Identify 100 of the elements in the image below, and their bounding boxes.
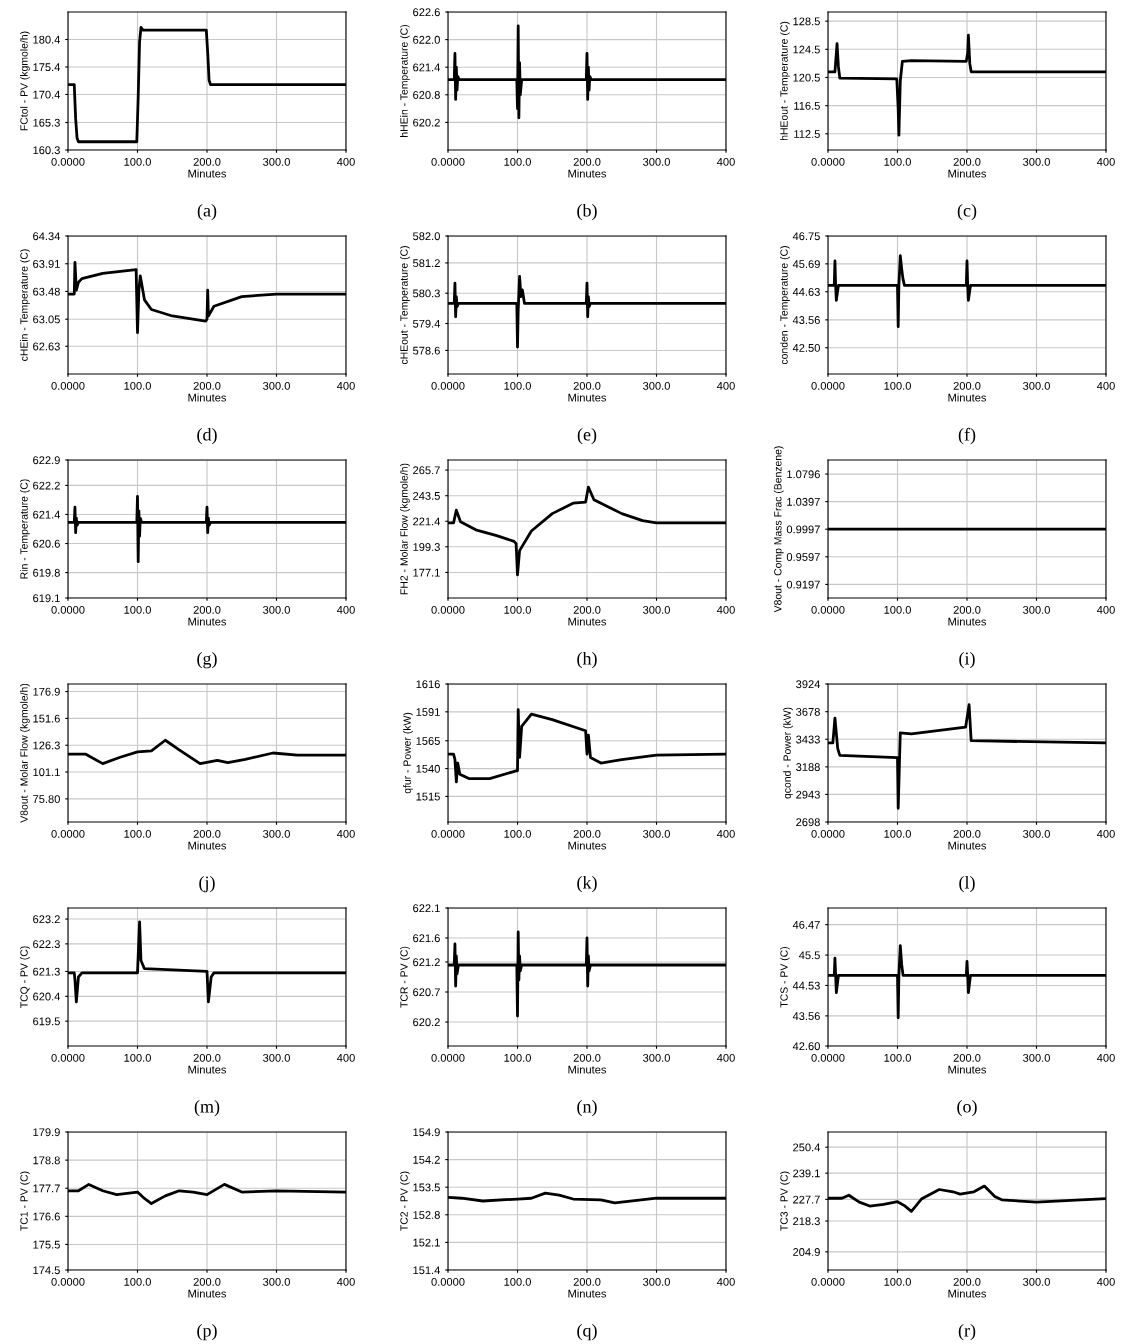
- y-tick-label: 1591: [416, 708, 440, 716]
- y-tick-label: 623.2: [33, 915, 60, 924]
- x-tick-label: 0.0000: [51, 829, 85, 838]
- y-tick-label: 1.0397: [787, 497, 820, 506]
- x-tick-label: 400: [1096, 829, 1115, 838]
- x-axis-title: Minutes: [188, 1065, 227, 1074]
- x-tick-label: 200.0: [953, 381, 981, 390]
- text: (b): [577, 203, 597, 221]
- x-tick-label: 0.0000: [811, 605, 845, 614]
- y-tick-label: 621.2: [413, 958, 440, 967]
- y-tick-label: 619.8: [33, 568, 60, 577]
- y-tick-label: 621.4: [413, 63, 441, 72]
- text: (k): [577, 875, 597, 893]
- x-tick-label: 100.0: [124, 1277, 151, 1286]
- y-tick-label: 176.9: [33, 687, 60, 696]
- x-axis-title: Minutes: [188, 1289, 227, 1298]
- text: (o): [957, 1099, 977, 1117]
- x-tick-label: 400: [336, 829, 355, 838]
- x-tick-label: 200.0: [953, 605, 981, 614]
- y-tick-label: 101.1: [33, 768, 60, 777]
- x-tick-label: 400: [336, 605, 355, 614]
- y-tick-label: 128.5: [793, 17, 820, 26]
- x-axis-title: Minutes: [948, 617, 987, 626]
- y-tick-label: 44.63: [792, 287, 820, 296]
- x-tick-label: 200.0: [193, 605, 221, 614]
- y-axis-title: conden - Temperature (C): [780, 246, 790, 365]
- x-tick-label: 300.0: [643, 1053, 670, 1062]
- x-axis-title: Minutes: [188, 841, 227, 850]
- y-tick-label: 160.3: [33, 146, 60, 155]
- x-axis-title: Minutes: [948, 169, 987, 178]
- y-tick-label: 63.05: [33, 315, 60, 324]
- y-tick-label: 622.3: [33, 940, 60, 949]
- y-tick-label: 619.1: [33, 594, 60, 603]
- y-tick-label: 154.2: [413, 1155, 440, 1164]
- y-tick-label: 120.5: [793, 73, 820, 82]
- y-tick-label: 175.5: [33, 1240, 60, 1249]
- x-tick-label: 100.0: [884, 1053, 911, 1062]
- x-tick-label: 100.0: [504, 381, 531, 390]
- y-tick-label: 124.5: [793, 45, 820, 54]
- x-tick-label: 400: [1096, 381, 1115, 390]
- x-tick-label: 0.0000: [811, 381, 845, 390]
- x-axis-title: Minutes: [188, 169, 227, 178]
- x-axis-title: Minutes: [568, 393, 607, 402]
- text: (l): [959, 875, 975, 893]
- text: (q): [577, 1323, 597, 1341]
- x-axis-title: Minutes: [568, 1289, 607, 1298]
- y-tick-label: 45.69: [792, 260, 820, 268]
- y-tick-label: 170.4: [33, 90, 61, 99]
- text: (j): [199, 875, 215, 893]
- y-tick-label: 165.3: [33, 118, 60, 127]
- text: (h): [577, 651, 597, 669]
- text: (r): [958, 1323, 976, 1341]
- y-tick-label: 620.8: [413, 91, 440, 99]
- y-tick-label: 42.60: [792, 1042, 820, 1051]
- y-tick-label: 179.9: [33, 1128, 60, 1137]
- y-tick-label: 265.7: [413, 466, 440, 475]
- y-axis-title: TC2 - PV (C): [400, 1171, 410, 1231]
- y-axis-title: TC3 - PV (C): [780, 1171, 790, 1231]
- x-tick-label: 0.0000: [811, 157, 845, 166]
- y-tick-label: 620.2: [413, 1018, 440, 1027]
- text: (g): [197, 651, 217, 669]
- y-tick-label: 2943: [796, 790, 820, 799]
- y-tick-label: 227.7: [793, 1195, 820, 1204]
- y-tick-label: 43.56: [792, 1012, 820, 1021]
- y-tick-label: 176.6: [33, 1212, 60, 1221]
- text: (a): [197, 203, 217, 221]
- y-tick-label: 151.6: [33, 714, 60, 723]
- y-tick-label: 116.5: [794, 101, 820, 110]
- y-axis-title: TC1 - PV (C): [20, 1171, 30, 1231]
- y-tick-label: 582.0: [413, 232, 440, 241]
- x-tick-label: 0.0000: [51, 605, 85, 614]
- y-tick-label: 3433: [796, 735, 820, 744]
- x-axis-title: Minutes: [948, 841, 987, 850]
- x-tick-label: 200.0: [573, 381, 601, 390]
- y-tick-label: 250.4: [793, 1143, 821, 1152]
- x-tick-label: 200.0: [953, 1277, 981, 1286]
- y-tick-label: 152.1: [413, 1238, 440, 1247]
- x-axis-title: Minutes: [568, 169, 607, 178]
- x-tick-label: 200.0: [193, 829, 221, 838]
- y-tick-label: 622.0: [413, 35, 440, 44]
- x-tick-label: 300.0: [643, 829, 670, 838]
- x-tick-label: 0.0000: [51, 157, 85, 166]
- y-tick-label: 177.1: [413, 568, 440, 577]
- x-tick-label: 300.0: [263, 1053, 290, 1062]
- x-tick-label: 400: [1096, 1053, 1115, 1062]
- y-tick-label: 199.3: [413, 543, 440, 551]
- x-tick-label: 200.0: [193, 1277, 221, 1286]
- x-tick-label: 300.0: [263, 605, 290, 614]
- x-tick-label: 100.0: [124, 605, 151, 614]
- y-tick-label: 63.91: [33, 260, 60, 268]
- x-tick-label: 100.0: [504, 605, 531, 614]
- text: (m): [194, 1099, 220, 1117]
- y-tick-label: 204.9: [793, 1248, 820, 1256]
- x-tick-label: 0.0000: [431, 1053, 465, 1062]
- y-tick-label: 175.4: [33, 63, 61, 72]
- x-tick-label: 300.0: [643, 381, 670, 390]
- y-tick-label: 621.6: [413, 934, 440, 943]
- x-tick-label: 0.0000: [811, 1053, 845, 1062]
- x-tick-label: 400: [336, 157, 355, 166]
- x-tick-label: 100.0: [884, 157, 911, 166]
